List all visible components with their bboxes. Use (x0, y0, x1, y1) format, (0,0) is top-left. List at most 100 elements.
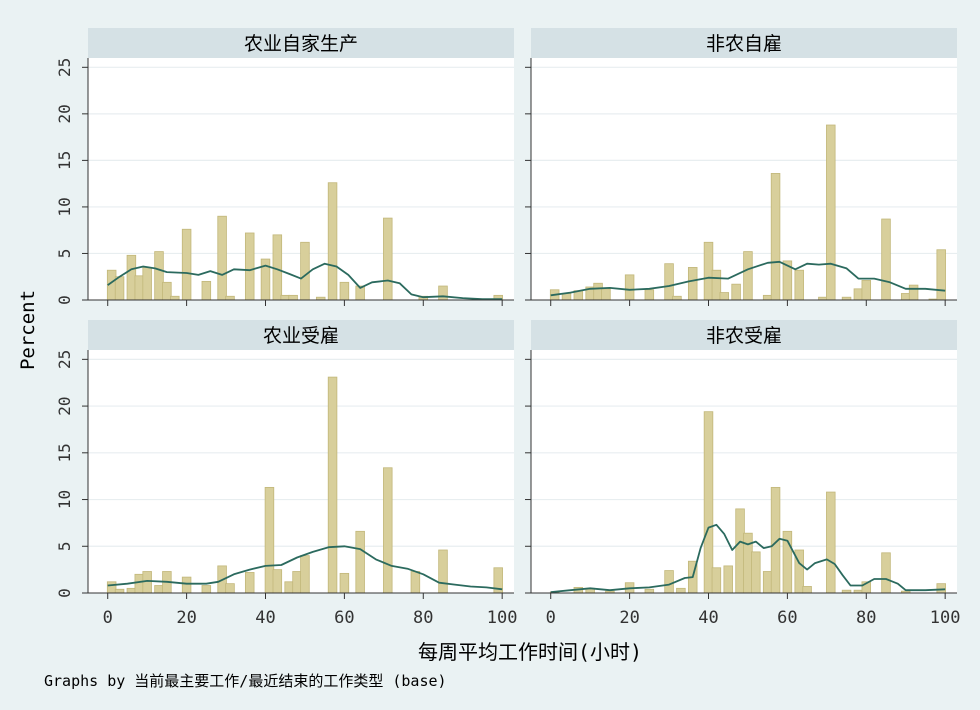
histogram-bar (826, 491, 836, 594)
x-tick-label: 0 (103, 608, 113, 628)
histogram-bar (593, 282, 603, 301)
histogram-bar (762, 294, 773, 301)
facet-strip (88, 320, 514, 350)
histogram-bar (703, 241, 714, 301)
histogram-bar (327, 376, 338, 594)
y-tick-label: 15 (55, 443, 74, 462)
histogram-bar (672, 295, 682, 301)
density-curve (550, 260, 946, 297)
histogram-bar (244, 232, 255, 301)
facet-panel-1: 农业自家生产 0 5 10 15 20 25 (55, 28, 514, 306)
y-tick-label: 5 (55, 249, 74, 259)
histogram-bar (339, 572, 350, 594)
histogram-bar (264, 486, 275, 594)
histogram-bar (292, 571, 302, 594)
histogram-bar (272, 569, 283, 594)
histogram-bar (170, 295, 180, 301)
histogram-bar (881, 218, 891, 301)
facet-panel-3: 农业受雇 0 5 10 15 20 25 0 20 40 60 80 100 (55, 320, 518, 628)
x-tick-label: 20 (619, 608, 639, 628)
histogram-bar (853, 288, 864, 301)
histogram-bar (284, 581, 294, 594)
facet-panel-2: 非农自雇 (525, 28, 957, 306)
facet-strip (88, 28, 514, 58)
histogram-bar (383, 217, 393, 301)
x-tick-label: 0 (546, 608, 556, 628)
histogram-bar (762, 571, 773, 594)
graphs-by-note: Graphs by 当前最主要工作/最近结束的工作类型 (base) (44, 672, 447, 690)
histogram-bar (719, 292, 730, 301)
histogram-bar (438, 285, 448, 301)
histogram-bar (355, 530, 365, 594)
histogram-bar (751, 551, 761, 594)
y-tick-label: 15 (55, 151, 74, 170)
histogram-bar (142, 267, 152, 301)
histogram-bar (339, 281, 350, 301)
y-axis-label: Percent (17, 290, 39, 370)
y-tick-label: 25 (55, 350, 74, 369)
histogram-bar (735, 508, 745, 594)
histogram-bar (644, 289, 655, 301)
histogram-bar (154, 251, 164, 301)
histogram-bar (881, 552, 891, 594)
histogram-bar (300, 555, 310, 594)
histogram-bar (225, 295, 235, 301)
histogram-bar (936, 249, 946, 301)
facet-title: 农业受雇 (263, 325, 339, 347)
x-tick-label: 40 (255, 608, 275, 628)
facet-strip (531, 28, 957, 58)
histogram-bar (225, 583, 235, 594)
histogram-bar (900, 293, 911, 301)
histogram-bar (126, 587, 137, 594)
histogram-bar (826, 124, 836, 301)
y-tick-label: 0 (55, 295, 74, 305)
histogram-bar (676, 587, 686, 594)
histogram-bar (644, 588, 655, 594)
histogram-bar (154, 585, 164, 594)
histogram-bar (280, 294, 290, 301)
histogram-bar (770, 173, 781, 301)
facet-title: 非农受雇 (706, 325, 782, 347)
histogram-bar (723, 565, 733, 594)
histogram-bar (664, 263, 674, 301)
x-tick-label: 80 (413, 608, 433, 628)
facet-panel-4: 非农受雇 0 20 40 60 80 100 (525, 320, 961, 628)
histogram-bar (114, 276, 125, 301)
density-curve (107, 262, 503, 301)
histogram-bar (438, 549, 448, 594)
histogram-bar (201, 280, 212, 301)
histogram-bar (201, 585, 212, 594)
histogram-bar (908, 284, 919, 301)
histogram-bar (601, 288, 611, 301)
facet-title: 农业自家生产 (244, 33, 358, 55)
y-tick-label: 20 (55, 104, 74, 123)
histogram-bar (181, 228, 192, 301)
density-curve (550, 523, 946, 593)
histogram-bar (743, 532, 753, 594)
x-axis-label: 每周平均工作时间(小时) (418, 640, 642, 664)
histogram-bar (561, 293, 572, 301)
histogram-bar (743, 251, 753, 301)
x-tick-label: 20 (176, 608, 196, 628)
histogram-bar (300, 241, 310, 301)
histogram-bar (624, 274, 635, 301)
histogram-bar (703, 411, 714, 594)
histogram-bar (114, 588, 125, 594)
y-tick-label: 20 (55, 396, 74, 415)
histogram-bar (106, 581, 117, 594)
x-tick-label: 100 (930, 608, 961, 628)
histogram-bar (162, 281, 172, 301)
histogram-bar (181, 576, 192, 594)
y-tick-label: 5 (55, 541, 74, 551)
y-tick-label: 25 (55, 58, 74, 77)
facet-title: 非农自雇 (706, 33, 782, 55)
x-tick-label: 60 (777, 608, 797, 628)
histogram-bar (687, 267, 698, 301)
x-tick-label: 60 (334, 608, 354, 628)
x-tick-label: 80 (856, 608, 876, 628)
y-tick-label: 10 (55, 490, 74, 509)
histogram-bar (244, 572, 255, 594)
